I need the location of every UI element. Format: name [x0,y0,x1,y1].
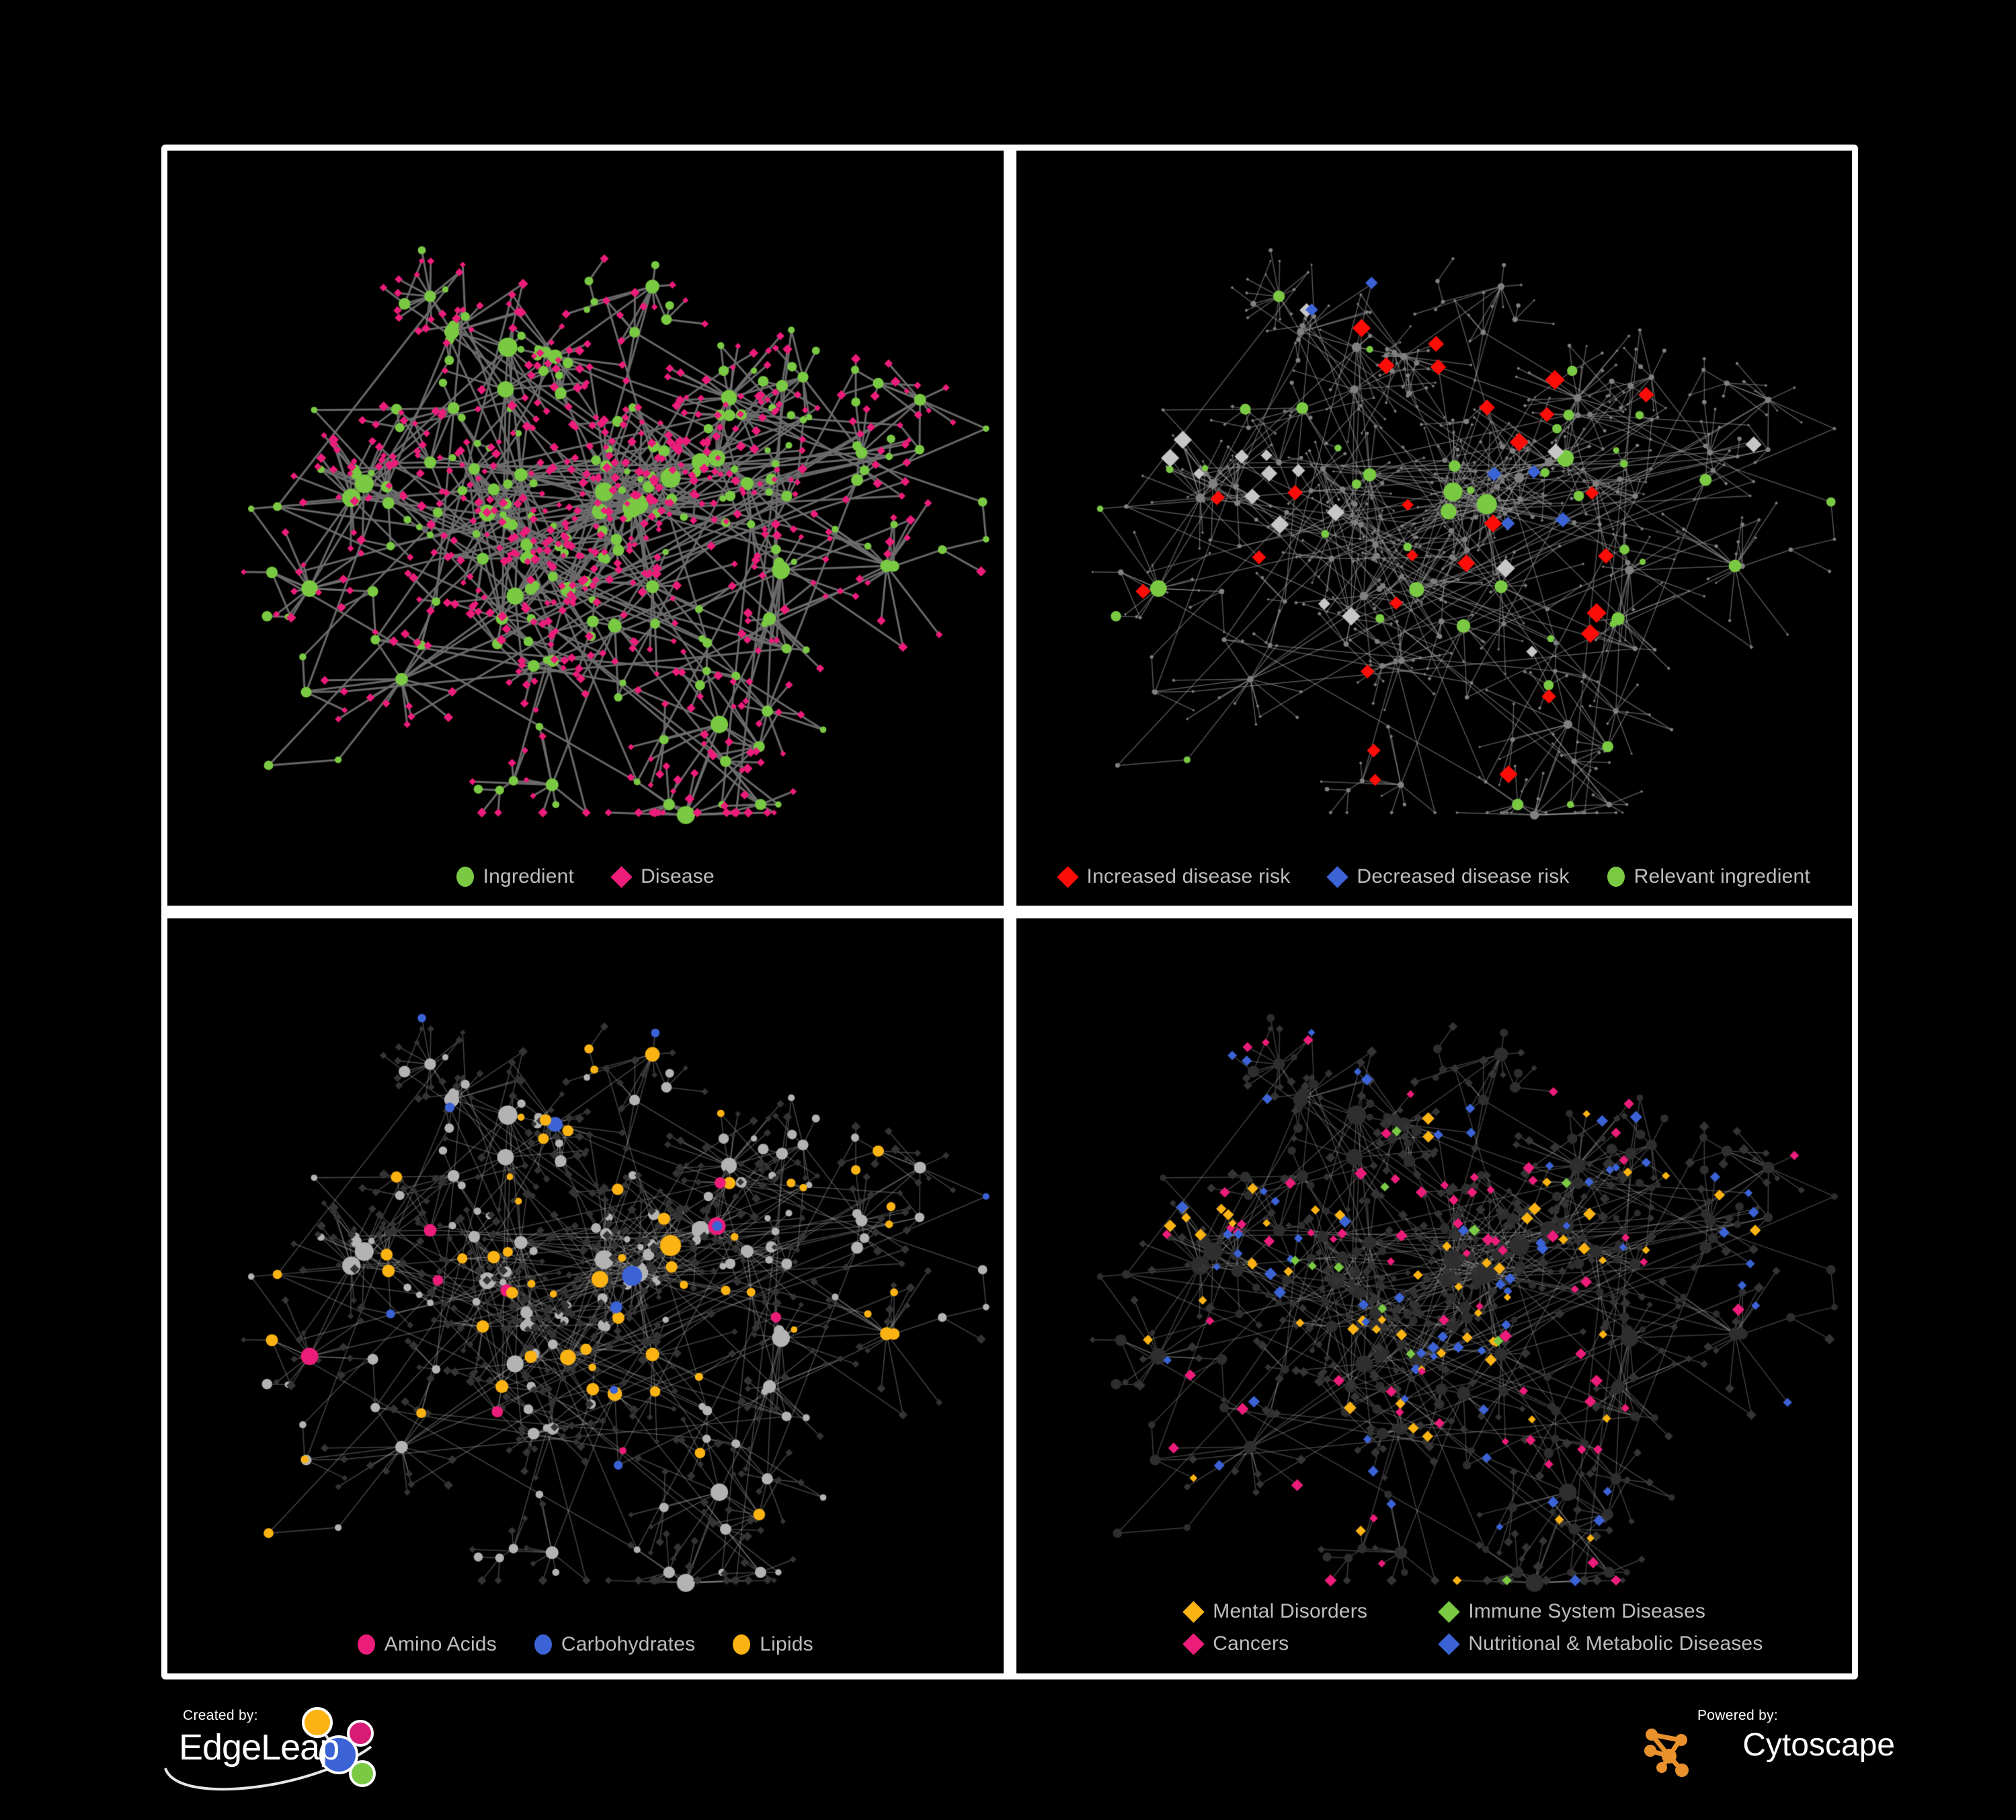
edgeleap-logo-icon [164,1707,376,1791]
cytoscape-logo-icon [1644,1729,1689,1777]
panel-grid: Ingredient Disease Increased disease ris… [167,151,1852,1673]
figure-frame: Ingredient Disease Increased disease ris… [161,145,1858,1679]
created-by-branding[interactable]: Created by: EdgeLeap [159,1707,441,1802]
network-canvas-ingredient-disease[interactable] [167,151,1004,906]
edgeleap-wordmark: EdgeLeap [179,1727,339,1768]
powered-by-branding[interactable]: Powered by: [1586,1708,1895,1795]
panel-ingredient-disease[interactable]: Ingredient Disease [167,151,1004,906]
panel-disease-category[interactable]: Mental Disorders Immune System Diseases … [1016,918,1852,1673]
network-canvas-disease-risk[interactable] [1016,151,1852,906]
created-by-label: Created by: [183,1708,258,1723]
network-canvas-disease-category[interactable] [1016,918,1852,1673]
network-canvas-ingredient-class[interactable] [167,918,1004,1673]
footer: Created by: EdgeLeap Powered by: [0,1694,2016,1820]
powered-by-label: Powered by: [1697,1708,1778,1723]
cytoscape-wordmark: Cytoscape [1742,1727,1895,1763]
panel-disease-risk[interactable]: Increased disease risk Decreased disease… [1016,151,1852,906]
panel-ingredient-class[interactable]: Amino Acids Carbohydrates Lipids [167,918,1004,1673]
